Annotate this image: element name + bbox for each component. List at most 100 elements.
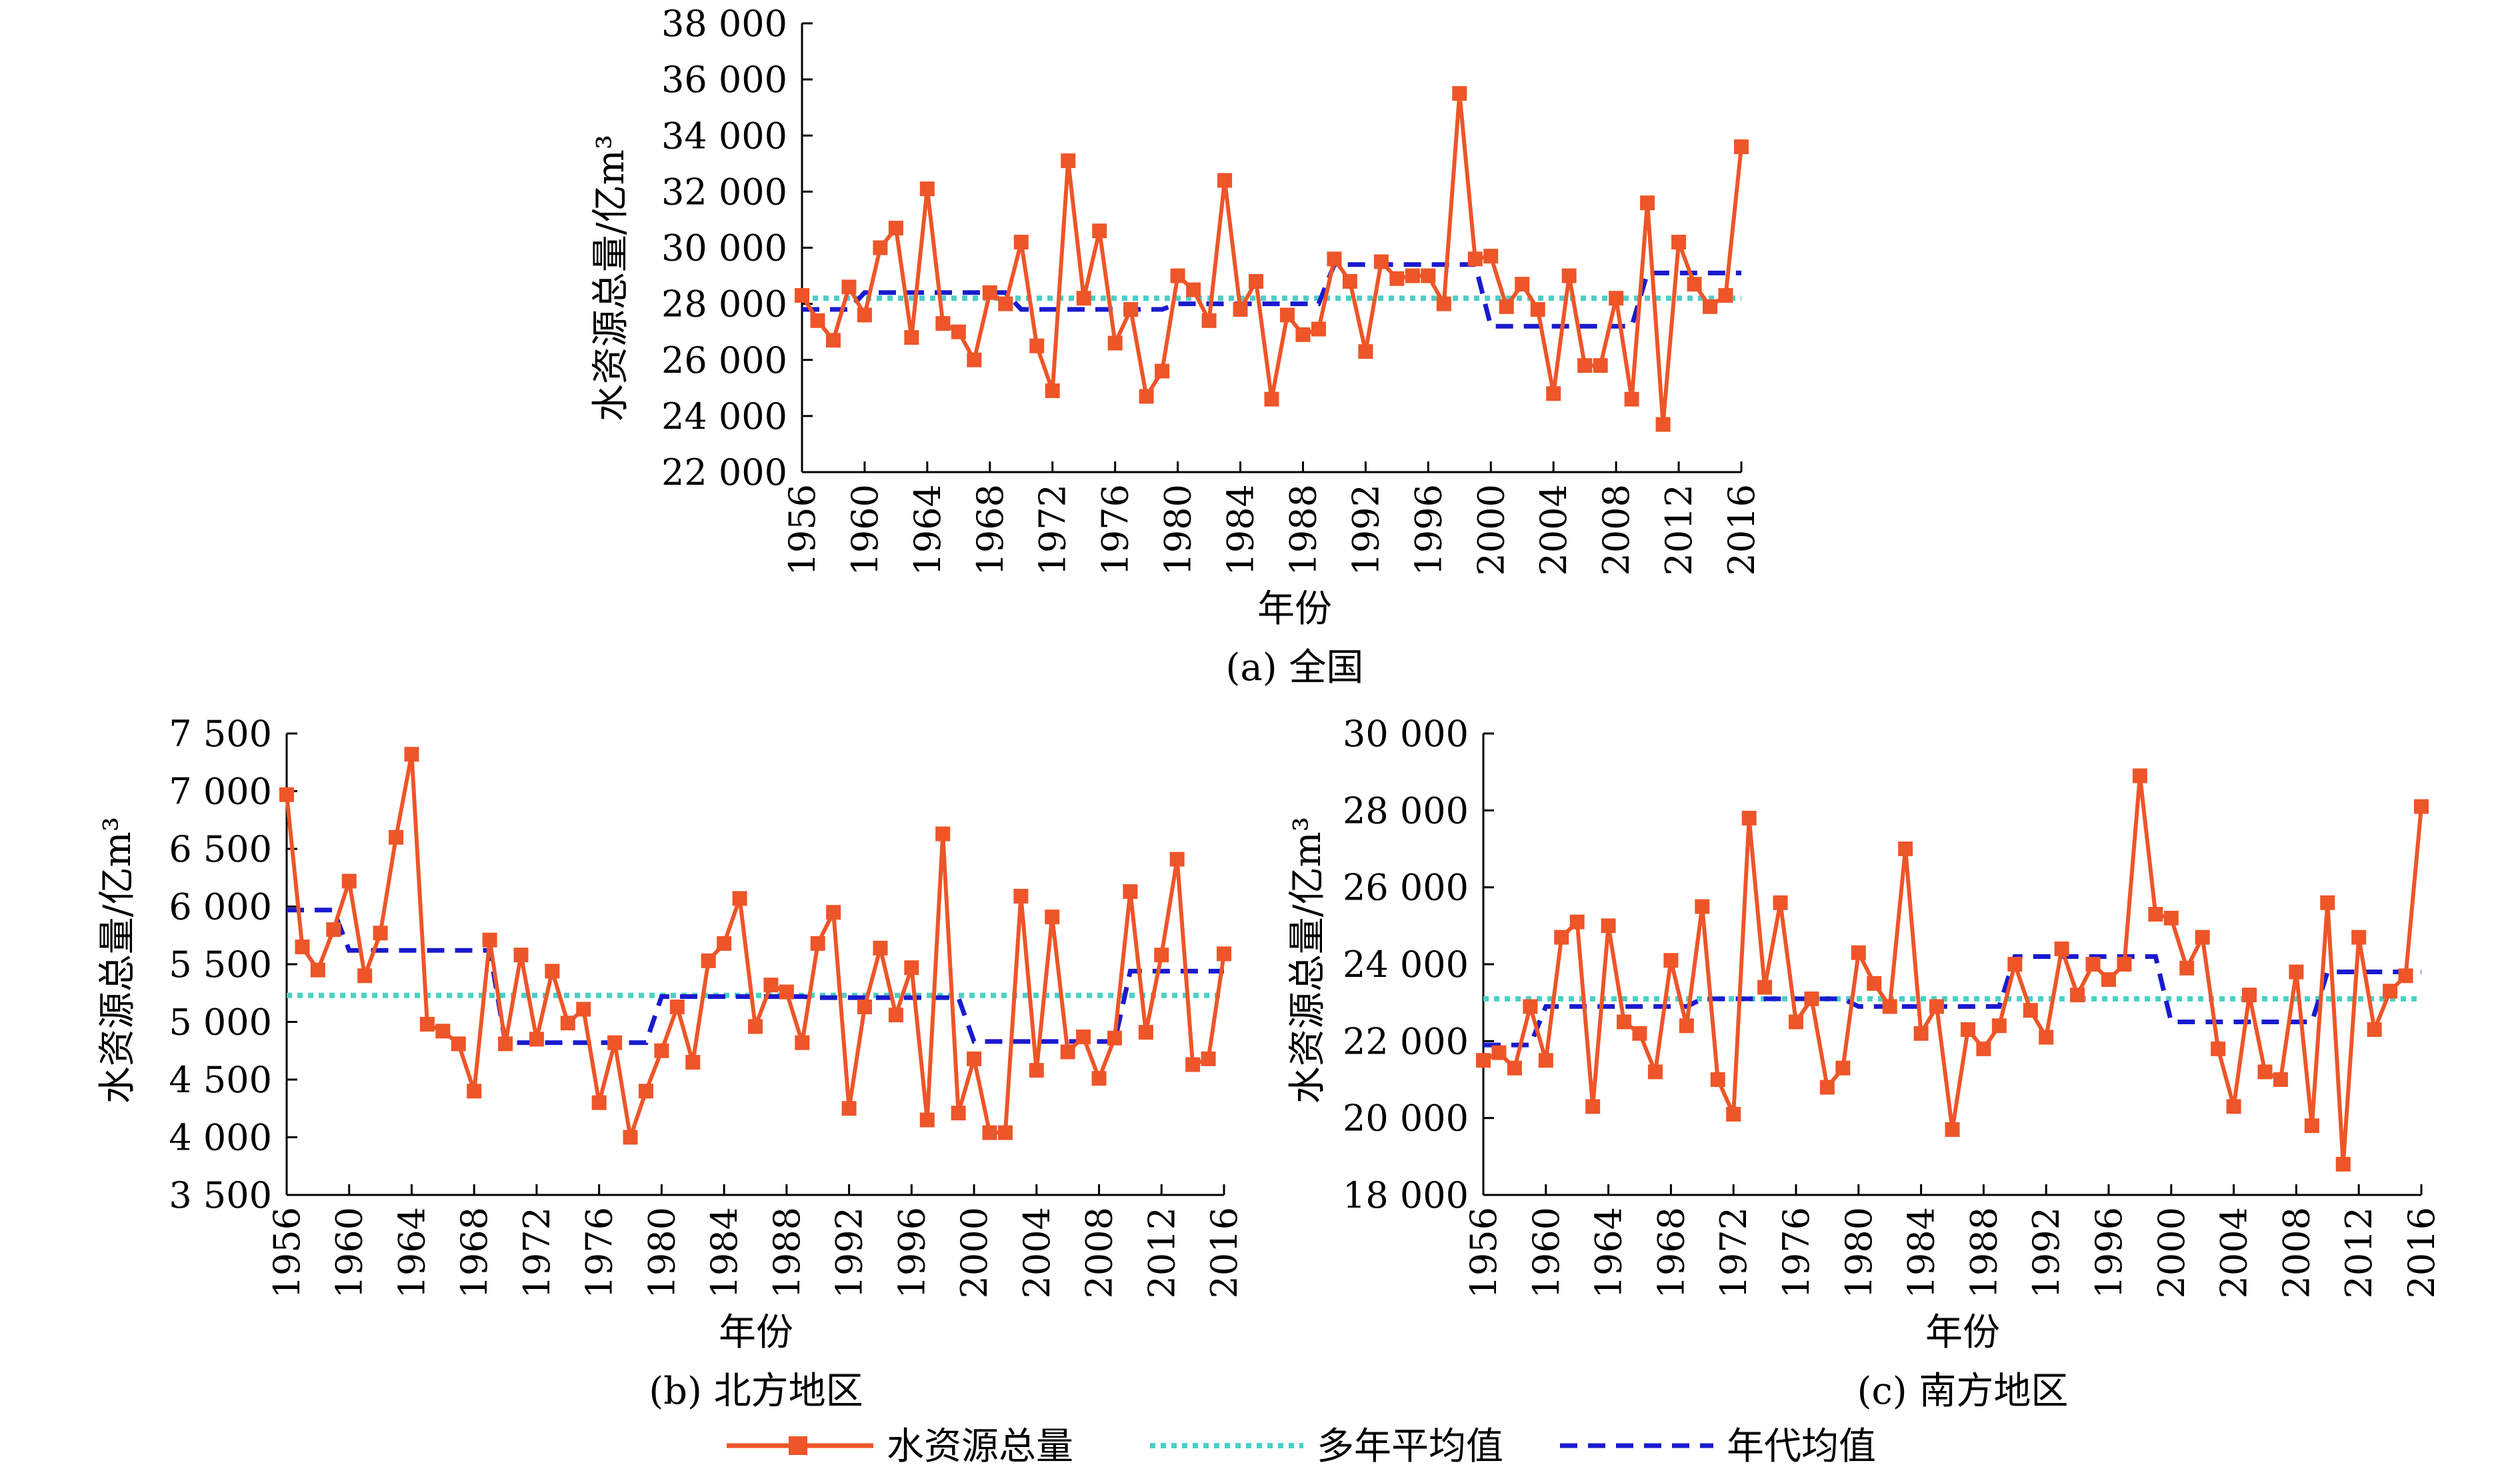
- data-point: [326, 922, 341, 938]
- data-point: [1867, 976, 1882, 991]
- data-point: [1436, 296, 1451, 311]
- data-point: [717, 936, 732, 951]
- x-tick-label: 1976: [1095, 484, 1137, 575]
- data-point: [1515, 277, 1530, 292]
- x-tick-label: 1988: [766, 1207, 808, 1298]
- data-point: [873, 940, 888, 956]
- data-point: [1061, 153, 1076, 169]
- data-point: [810, 313, 825, 328]
- data-point: [1898, 842, 1913, 856]
- data-point: [2242, 988, 2257, 1003]
- x-tick-label: 2000: [953, 1207, 995, 1298]
- y-tick-label: 20 000: [1343, 1098, 1469, 1140]
- total-water-series: [279, 747, 1231, 1145]
- data-point: [498, 1036, 513, 1052]
- data-point: [1264, 391, 1279, 407]
- y-tick-label: 3 500: [169, 1174, 272, 1216]
- data-point: [1561, 268, 1577, 283]
- data-point: [982, 285, 997, 300]
- data-point: [1123, 302, 1139, 317]
- panel-caption: (a) 全国: [1226, 646, 1364, 689]
- data-point: [1123, 884, 1138, 900]
- data-point: [1013, 888, 1029, 904]
- y-tick-label: 36 000: [661, 59, 787, 101]
- data-point: [701, 953, 716, 968]
- x-tick-label: 2016: [1203, 1207, 1245, 1298]
- data-point: [1060, 1044, 1075, 1060]
- data-point: [1929, 999, 1945, 1014]
- x-tick-label: 2004: [2213, 1207, 2255, 1298]
- data-point: [1045, 383, 1060, 399]
- data-point: [638, 1084, 653, 1099]
- data-point: [1138, 1025, 1153, 1040]
- y-tick-label: 26 000: [661, 339, 787, 381]
- x-tick-label: 1956: [1463, 1207, 1505, 1298]
- legend-marker-total: [789, 1436, 807, 1455]
- y-tick-label: 4 000: [169, 1117, 272, 1159]
- x-tick-label: 1992: [1345, 484, 1387, 575]
- data-point: [998, 296, 1013, 311]
- y-tick-label: 30 000: [661, 227, 787, 269]
- data-point: [1679, 1018, 1694, 1034]
- x-tick-label: 1968: [1650, 1207, 1692, 1298]
- data-point: [2335, 1156, 2351, 1172]
- data-point: [1045, 910, 1060, 925]
- x-tick-label: 1980: [1838, 1207, 1880, 1298]
- data-point: [1154, 948, 1169, 963]
- legend-item-total: 水资源总量: [727, 1425, 1073, 1467]
- data-point: [2351, 930, 2367, 945]
- data-point: [779, 984, 794, 1000]
- data-point: [1373, 254, 1389, 269]
- data-point: [1483, 249, 1499, 264]
- data-point: [451, 1036, 466, 1052]
- data-point: [357, 968, 373, 984]
- total-water-series: [795, 86, 1749, 432]
- data-point: [888, 221, 903, 236]
- x-tick-label: 1984: [1220, 484, 1262, 575]
- data-point: [919, 1112, 935, 1128]
- axes-frame: [285, 732, 1225, 1196]
- legend-label-overall-average: 多年平均值: [1317, 1425, 1503, 1467]
- x-tick-label: 2004: [1016, 1207, 1058, 1298]
- data-point: [1554, 930, 1569, 945]
- data-point: [1155, 363, 1170, 379]
- data-point: [1342, 273, 1357, 289]
- x-tick-label: 1996: [1407, 484, 1449, 575]
- data-point: [841, 279, 857, 295]
- data-point: [1217, 173, 1233, 188]
- data-point: [1091, 1071, 1107, 1086]
- data-point: [826, 905, 841, 920]
- data-point: [888, 1008, 903, 1023]
- y-axis-label: 水资源总量/亿m³: [1286, 817, 1329, 1104]
- data-point: [2070, 988, 2085, 1003]
- data-point: [1718, 288, 1733, 303]
- data-point: [1013, 235, 1029, 250]
- x-tick-label: 1960: [1525, 1207, 1567, 1298]
- data-point: [904, 960, 919, 976]
- x-tick-label: 1960: [844, 484, 886, 575]
- data-point: [435, 1024, 451, 1039]
- data-point: [1538, 1053, 1553, 1068]
- data-point: [685, 1055, 701, 1070]
- y-tick-labels: 3 500 4 000 4 500 5 000 5 500 6 000 6 500 7 000…: [169, 713, 272, 1216]
- data-point: [1945, 1122, 1960, 1137]
- data-point: [904, 330, 919, 345]
- chart-panel-south: 18 000 20 000 22 000 24 000 26 000 28 000 30 0…: [1286, 713, 2443, 1413]
- data-point: [576, 1002, 591, 1017]
- data-point: [467, 1084, 482, 1099]
- y-tick-label: 24 000: [1343, 944, 1469, 986]
- data-point: [857, 1000, 873, 1015]
- data-point: [529, 1032, 544, 1047]
- x-tick-label: 2008: [1079, 1207, 1121, 1298]
- data-point: [1029, 338, 1045, 353]
- x-tick-label: 1964: [1588, 1207, 1630, 1298]
- data-point: [2117, 957, 2132, 972]
- data-point: [2023, 1003, 2038, 1018]
- data-point: [1358, 344, 1373, 359]
- data-point: [560, 1016, 575, 1031]
- x-tick-label: 1976: [1775, 1207, 1817, 1298]
- y-tick-label: 28 000: [661, 283, 787, 325]
- data-point: [1882, 999, 1897, 1014]
- data-point: [1703, 299, 1718, 314]
